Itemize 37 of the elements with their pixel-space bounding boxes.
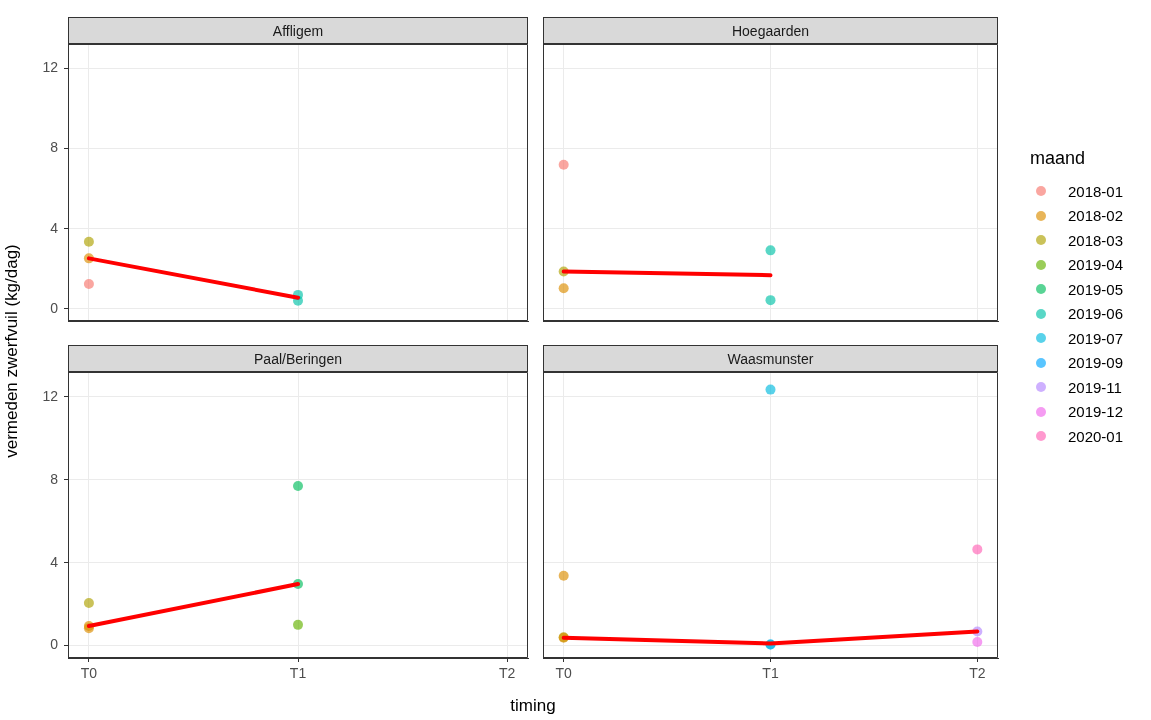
x-tick-label: T1 — [289, 665, 307, 682]
point — [765, 295, 776, 306]
y-tick-label: 0 — [50, 636, 59, 653]
legend-title: maand — [1030, 148, 1087, 169]
chart-title: Hoegaarden — [543, 17, 998, 44]
legend-label: 2018-03 — [1068, 231, 1124, 249]
y-tick-label: 12 — [42, 387, 59, 404]
legend-label: 2018-02 — [1068, 207, 1124, 225]
legend-label: 2019-05 — [1068, 280, 1124, 298]
x-tick-label: T0 — [80, 665, 98, 682]
legend-label: 2019-11 — [1068, 378, 1122, 396]
legend-label: 2018-01 — [1068, 182, 1124, 200]
point — [83, 236, 94, 247]
y-tick-label: 4 — [50, 219, 59, 236]
point — [558, 159, 569, 170]
point — [558, 283, 569, 294]
chart-title: Paal/Beringen — [68, 345, 528, 372]
y-tick-label: 12 — [42, 58, 59, 75]
legend-label: 2019-09 — [1068, 354, 1124, 372]
y-tick-label: 0 — [50, 299, 59, 316]
legend-label: 2019-04 — [1068, 256, 1124, 274]
x-tick-label: T2 — [969, 665, 986, 682]
y-tick-label: 4 — [50, 553, 59, 570]
legend-label: 2019-06 — [1068, 305, 1124, 323]
legend-label: 2019-07 — [1068, 329, 1124, 347]
y-axis-title: vermeden zwerfvuil (kg/dag) — [2, 244, 22, 458]
y-tick-label: 8 — [50, 139, 59, 156]
x-axis-title: timing — [510, 696, 556, 716]
y-tick-label: 8 — [50, 470, 59, 487]
x-tick-label: T2 — [498, 665, 516, 682]
x-tick-label: T0 — [555, 665, 573, 682]
legend-label: 2019-12 — [1068, 403, 1124, 421]
chart-title: Waasmunster — [543, 345, 998, 372]
point — [83, 279, 94, 290]
legend-label: 2020-01 — [1068, 427, 1124, 445]
x-tick-label: T1 — [762, 665, 779, 682]
chart-title: Affligem — [68, 17, 528, 44]
